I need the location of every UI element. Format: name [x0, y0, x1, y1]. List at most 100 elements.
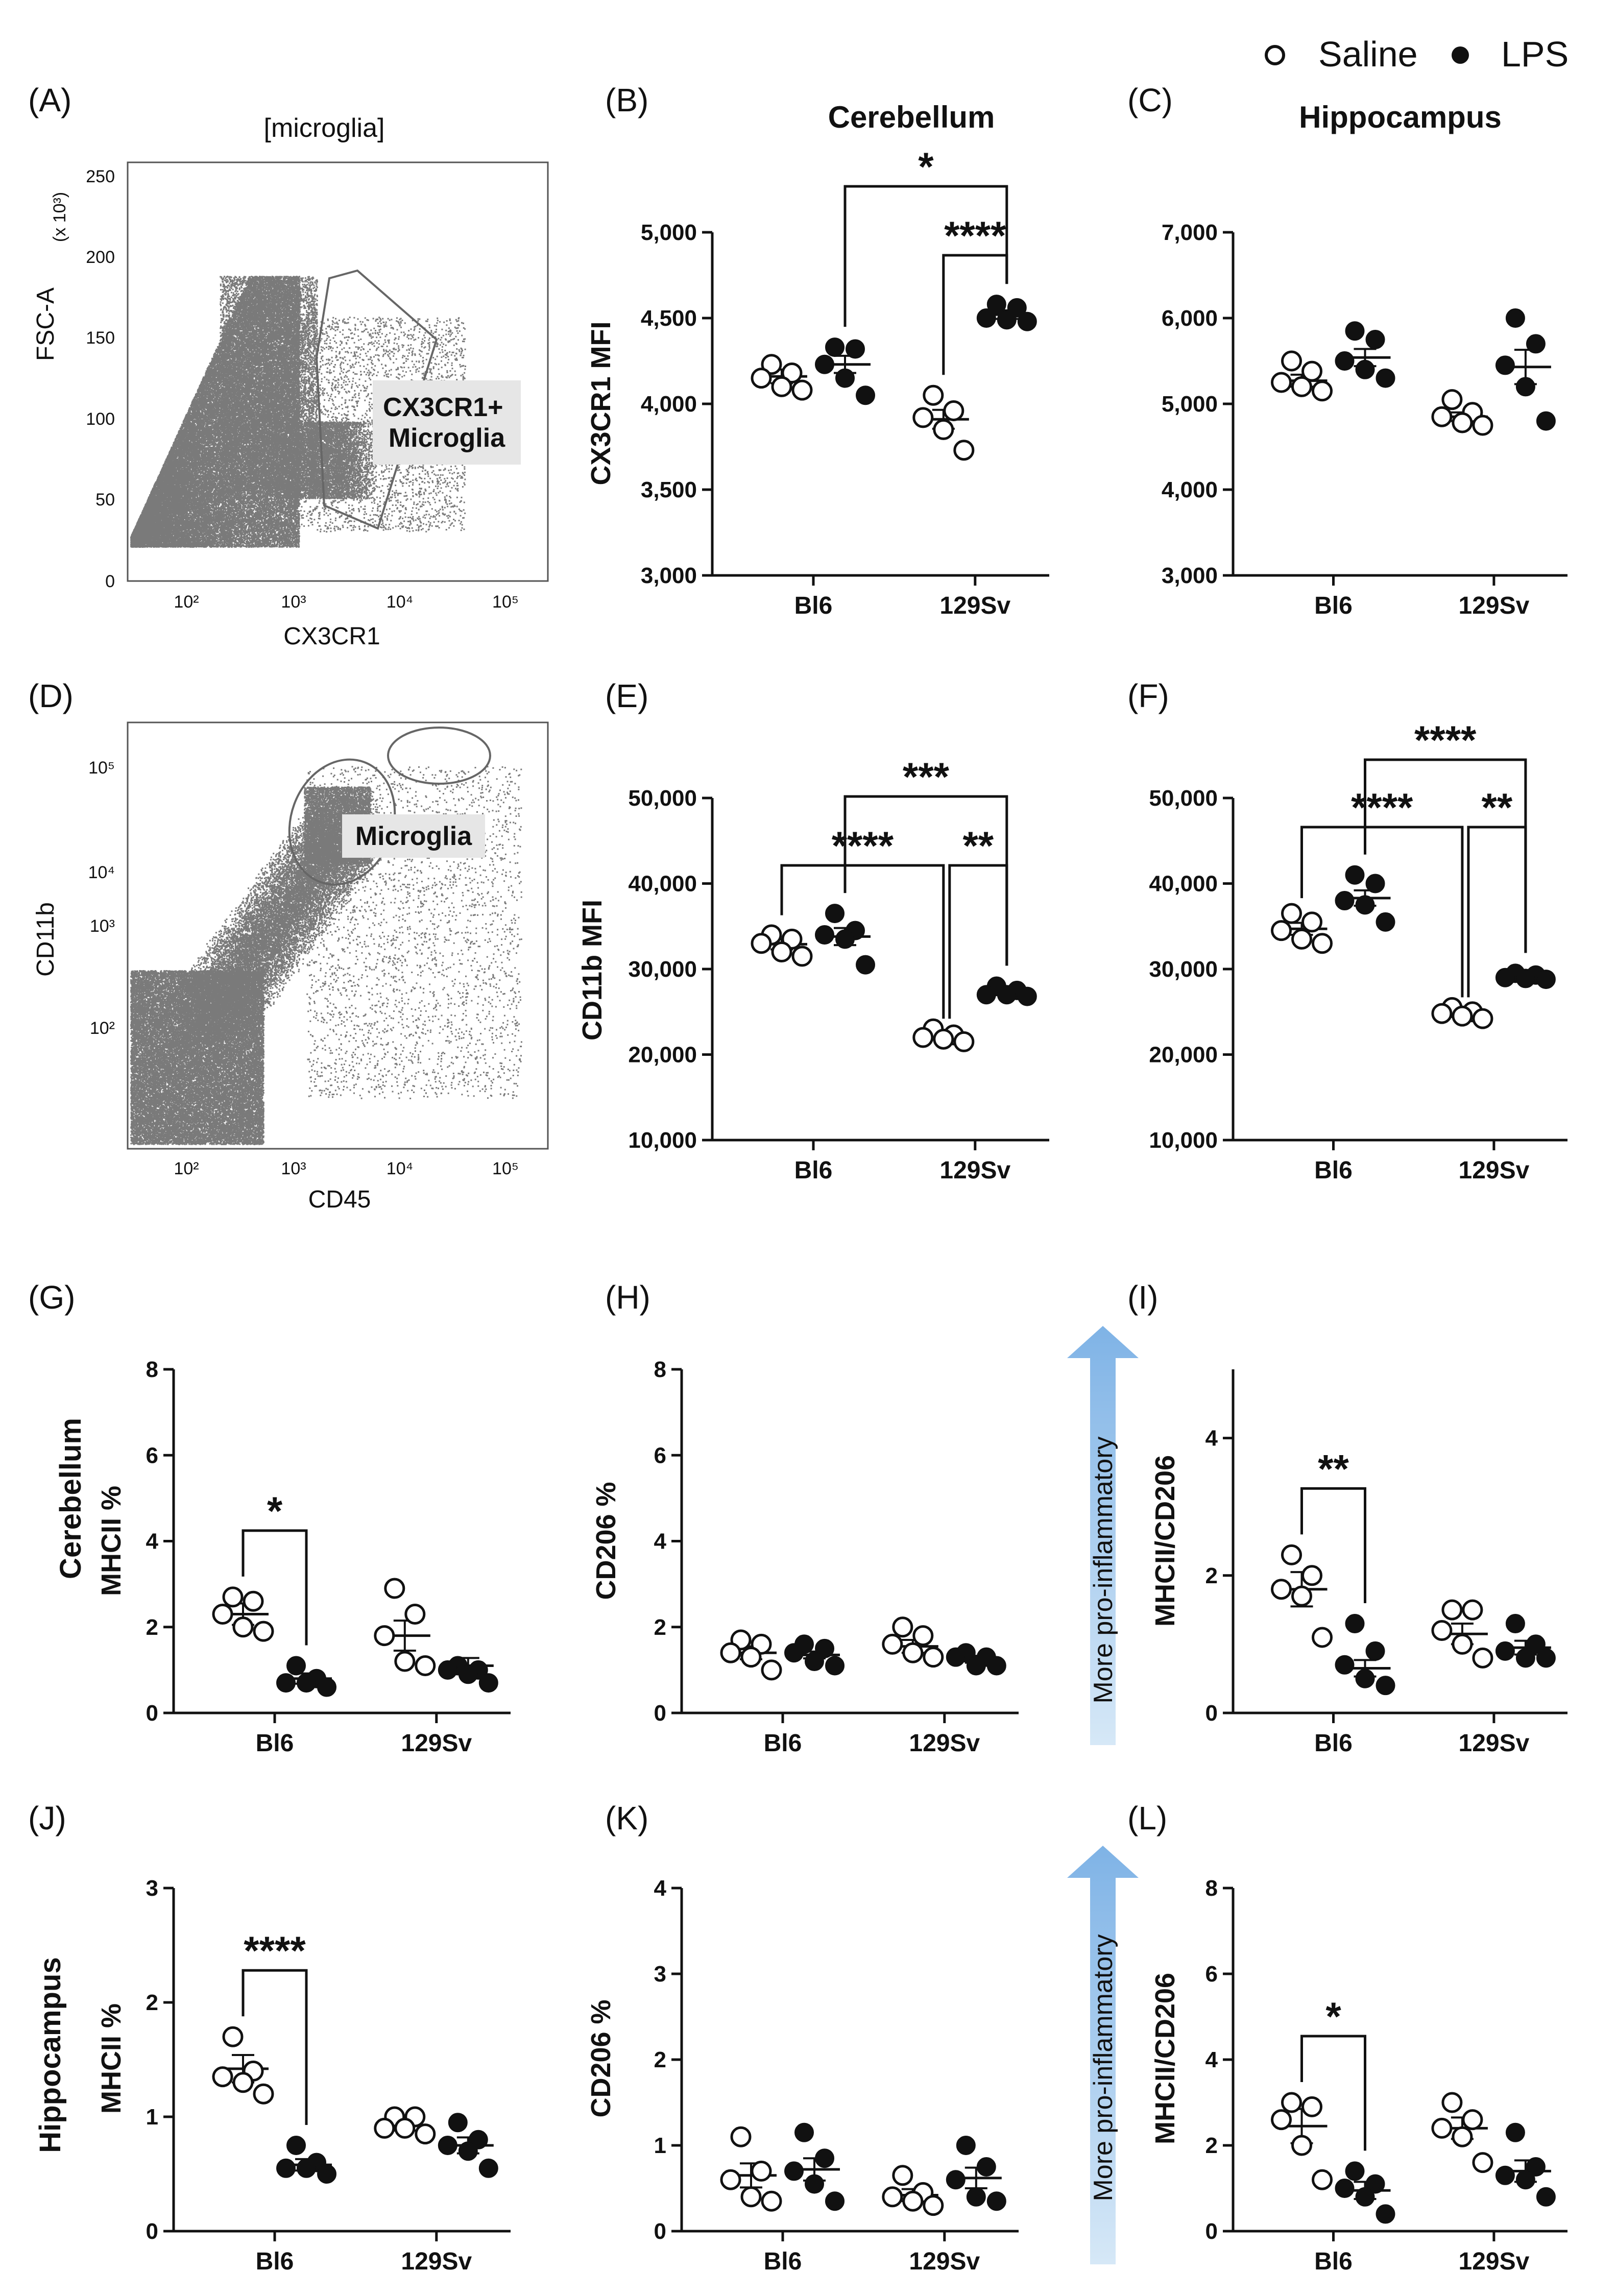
data-point-saline — [1301, 1565, 1322, 1586]
flow-panel-d: (D) CD11b CD45 10² 10³ 10⁴ 10⁵ 10² 10³ 1… — [28, 678, 549, 1213]
data-point-lps — [297, 2158, 316, 2178]
flow-a-xtick: 10⁴ — [387, 592, 413, 612]
data-point-saline — [953, 1031, 975, 1052]
flow-d-upper-gate — [387, 727, 491, 785]
x-tick-label: 129Sv — [401, 2248, 472, 2275]
significance-label: * — [1325, 1994, 1341, 2039]
data-point-saline — [232, 1616, 254, 1638]
data-point-saline — [1452, 412, 1473, 433]
data-point-saline — [1472, 415, 1493, 436]
data-point-saline — [1301, 2096, 1322, 2117]
y-tick-label: 0 — [146, 2219, 158, 2244]
y-tick-label: 4,500 — [641, 306, 697, 331]
data-point-saline — [1291, 928, 1312, 950]
data-point-lps — [825, 337, 845, 357]
y-tick-label: 6 — [146, 1443, 158, 1468]
flow-a-ylabel: FSC-A — [32, 287, 59, 361]
data-point-lps — [1505, 2122, 1525, 2142]
data-point-lps — [1365, 330, 1385, 349]
flow-a-ytick: 0 — [105, 572, 115, 591]
y-tick-label: 20,000 — [1149, 1043, 1218, 1068]
flow-a-xtick: 10² — [174, 592, 199, 612]
data-point-saline — [882, 1633, 903, 1655]
flow-d-xtick: 10³ — [281, 1159, 306, 1178]
y-tick-label: 4 — [146, 1529, 159, 1554]
data-point-saline — [771, 941, 792, 962]
data-point-lps — [825, 1656, 845, 1676]
y-tick-label: 50,000 — [1149, 786, 1218, 811]
data-point-saline — [1281, 1544, 1302, 1565]
data-point-saline — [1281, 903, 1302, 924]
y-tick-label: 6,000 — [1162, 306, 1218, 331]
y-tick-label: 0 — [1205, 2219, 1218, 2244]
panel-letter-i: (I) — [1127, 1279, 1158, 1316]
data-point-saline — [1431, 406, 1453, 427]
y-axis-label: CD11b MFI — [577, 900, 608, 1041]
y-tick-label: 40,000 — [628, 872, 697, 897]
data-point-lps — [997, 310, 1017, 330]
data-point-saline — [933, 1028, 954, 1050]
y-axis-label: MHCII/CD206 — [1150, 1455, 1180, 1627]
y-axis-label: MHCII % — [96, 2003, 127, 2114]
data-point-lps — [1355, 1669, 1375, 1688]
x-tick-label: Bl6 — [1314, 2248, 1353, 2275]
arrow-label: More pro-inflammatory — [1089, 1934, 1118, 2201]
data-point-lps — [1017, 986, 1037, 1006]
data-point-lps — [1495, 968, 1515, 987]
flow-d-xlabel: CD45 — [308, 1186, 371, 1213]
data-point-lps — [966, 2187, 986, 2207]
significance-label: * — [267, 1488, 283, 1533]
data-point-lps — [784, 2161, 804, 2181]
data-point-saline — [1271, 1579, 1292, 1600]
data-point-saline — [222, 1586, 244, 1608]
legend-lps-marker — [1452, 46, 1469, 64]
data-point-lps — [1335, 891, 1355, 910]
data-point-saline — [394, 2117, 416, 2139]
panel-title: Hippocampus — [1299, 100, 1502, 134]
y-tick-label: 4,000 — [641, 392, 697, 417]
y-tick-label: 50,000 — [628, 786, 697, 811]
data-point-lps — [1376, 1676, 1395, 1696]
significance-label: **** — [832, 823, 894, 868]
arrow-shape — [1067, 1846, 1139, 2264]
data-point-lps — [997, 985, 1017, 1005]
data-point-lps — [815, 354, 834, 374]
data-point-lps — [825, 2191, 845, 2211]
panel-letter-d: (D) — [28, 678, 74, 714]
significance-label: **** — [244, 1928, 306, 1973]
data-point-lps — [1376, 368, 1395, 388]
data-point-lps — [1515, 969, 1535, 988]
data-point-saline — [212, 1604, 233, 1625]
y-tick-label: 10,000 — [628, 1128, 697, 1153]
flow-d-ylabel: CD11b — [32, 902, 59, 977]
x-tick-label: Bl6 — [1314, 1730, 1353, 1757]
data-point-saline — [751, 2160, 772, 2182]
flow-d-ytick: 10⁴ — [88, 863, 115, 882]
data-point-lps — [478, 2158, 498, 2178]
data-point-saline — [923, 2195, 944, 2216]
significance-bracket — [942, 254, 1008, 375]
flow-a-gate-label-line: Microglia — [389, 423, 505, 453]
y-tick-label: 30,000 — [628, 957, 697, 982]
x-tick-label: 129Sv — [1459, 1730, 1530, 1757]
data-point-saline — [415, 2123, 436, 2145]
data-point-saline — [791, 946, 813, 967]
data-point-saline — [1462, 1599, 1483, 1621]
data-point-lps — [815, 2148, 834, 2168]
data-point-saline — [902, 1642, 924, 1663]
data-point-lps — [1495, 355, 1515, 375]
legend-lps-label: LPS — [1501, 34, 1569, 74]
data-point-lps — [1345, 865, 1365, 885]
data-point-lps — [956, 2136, 976, 2155]
data-point-saline — [1441, 1599, 1463, 1621]
flow-a-ymult: (x 10³) — [50, 192, 69, 242]
significance-bracket — [843, 185, 1008, 327]
panel-c: (C) Hippocampus 3,000 4,000 5,000 6,000 7,000 B… — [1127, 82, 1567, 619]
y-tick-label: 6 — [1205, 1962, 1218, 1987]
data-point-saline — [1312, 1627, 1333, 1648]
y-tick-label: 2 — [1205, 1563, 1218, 1588]
data-point-lps — [856, 385, 875, 405]
data-point-saline — [943, 400, 964, 421]
data-point-saline — [1472, 1647, 1493, 1669]
data-point-lps — [1365, 874, 1385, 893]
